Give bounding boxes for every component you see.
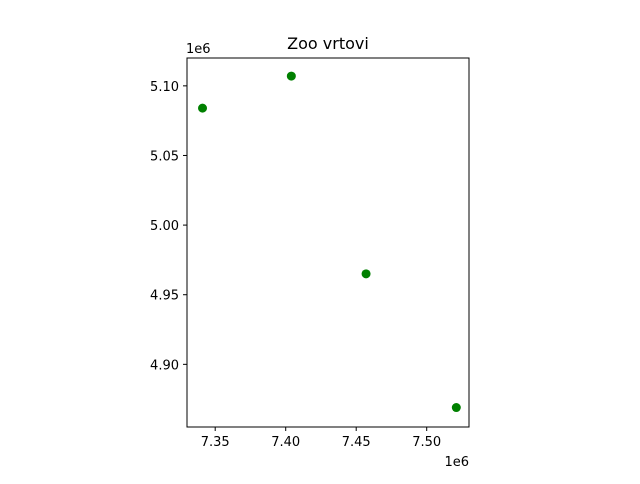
data-point [198, 103, 208, 113]
data-point [451, 403, 461, 413]
x-tick-label: 7.45 [342, 435, 371, 450]
plot-frame [186, 57, 470, 428]
y-tick-label: 5.10 [150, 80, 179, 95]
x-axis-offset-label: 1e6 [444, 455, 469, 470]
data-point [361, 269, 371, 279]
y-axis-offset-label: 1e6 [186, 42, 211, 57]
chart-title: Zoo vrtovi [287, 34, 369, 53]
y-tick-label: 4.95 [150, 289, 179, 304]
x-tick-label: 7.35 [201, 435, 230, 450]
x-tick-label: 7.40 [271, 435, 300, 450]
y-tick-label: 5.00 [150, 219, 179, 234]
y-tick-label: 4.90 [150, 358, 179, 373]
y-tick-label: 5.05 [150, 149, 179, 164]
plot-area: 7.35 7.40 7.45 7.50 4.90 4.95 5.00 5.05 5.10 [150, 57, 470, 450]
data-point [286, 71, 296, 81]
x-tick-label: 7.50 [412, 435, 441, 450]
